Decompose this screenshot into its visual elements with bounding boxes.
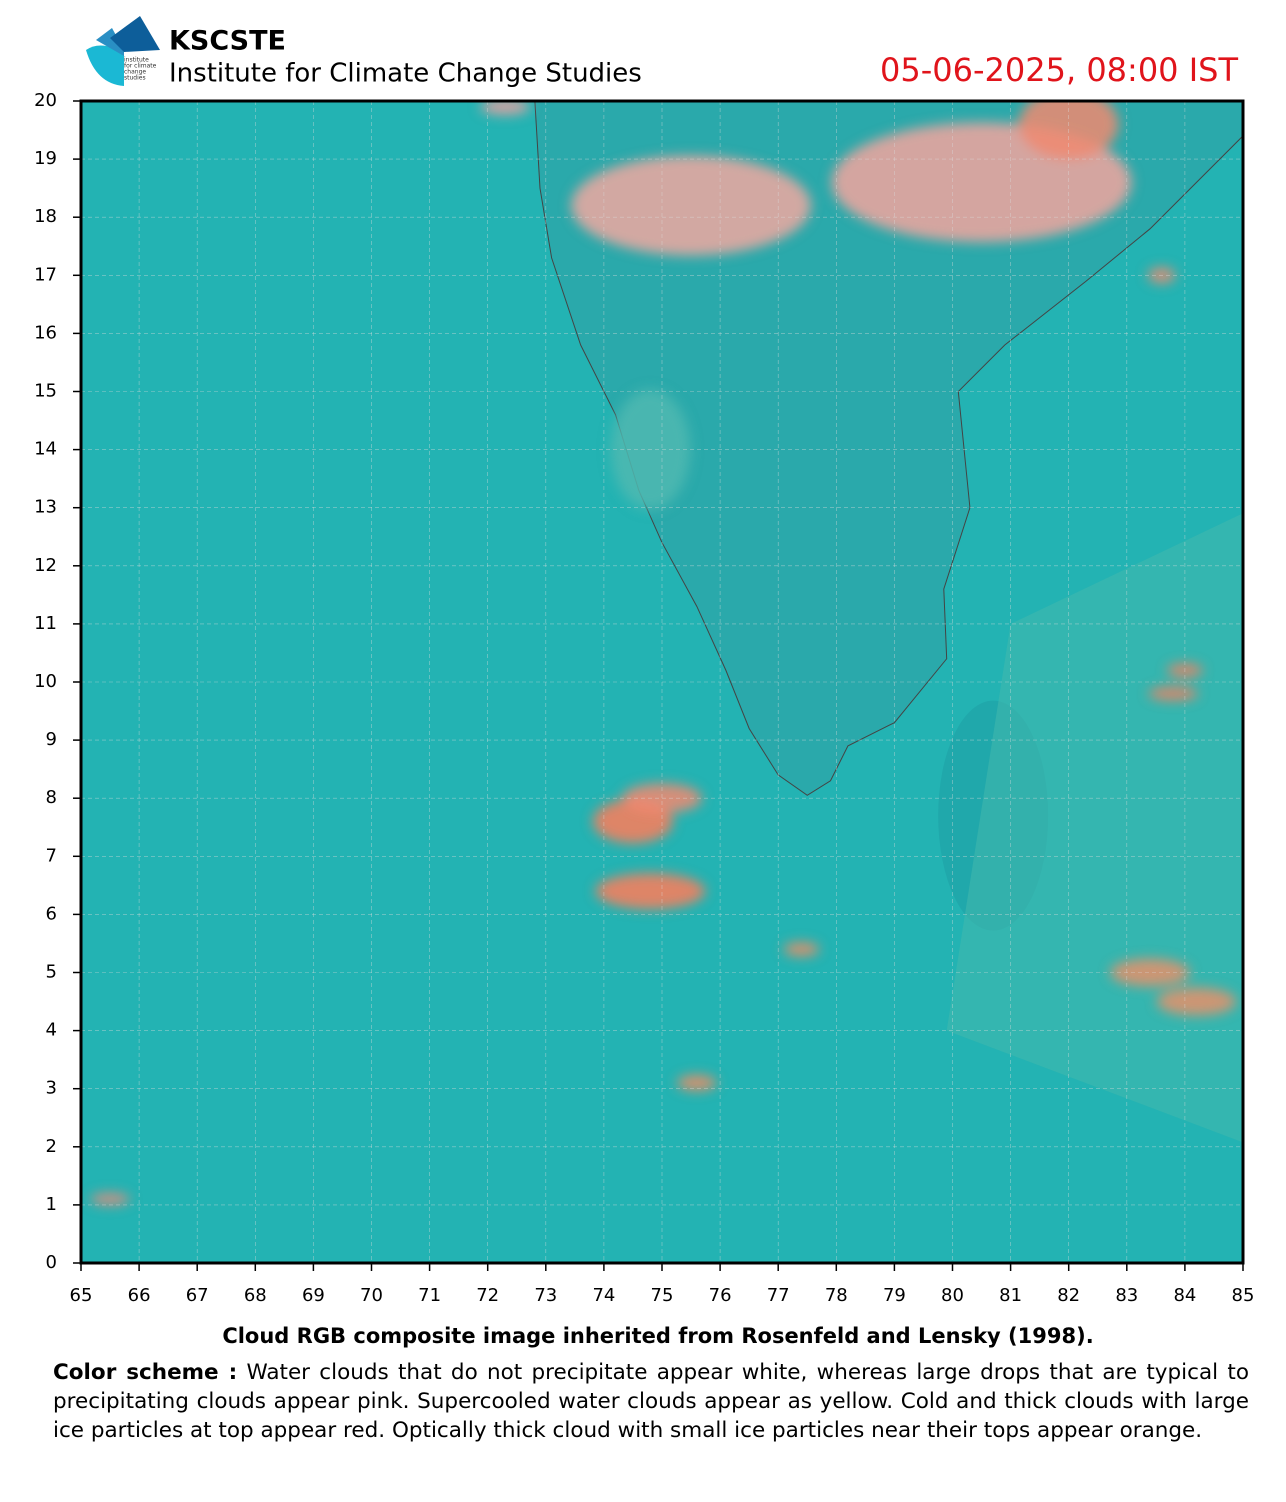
y-tick-label: 9 (46, 729, 57, 750)
x-tick-label: 65 (70, 1285, 93, 1306)
x-tick-label: 71 (418, 1285, 441, 1306)
y-tick-label: 5 (46, 962, 57, 983)
y-tick-label: 19 (34, 148, 57, 169)
cloud (571, 155, 812, 256)
logo-text: change (124, 69, 146, 76)
y-tick-label: 16 (34, 322, 57, 343)
color-scheme: Color scheme : Water clouds that do not … (53, 1358, 1249, 1445)
x-tick-label: 72 (476, 1285, 499, 1306)
y-tick-label: 0 (46, 1252, 57, 1273)
x-tick-label: 80 (941, 1285, 964, 1306)
y-tick-label: 12 (34, 555, 57, 576)
cloud (783, 942, 820, 957)
logo-text: institute (124, 57, 149, 64)
logo-text: for climate (124, 63, 157, 70)
y-tick-label: 1 (46, 1194, 57, 1215)
x-tick-label: 85 (1232, 1285, 1255, 1306)
x-tick-label: 73 (534, 1285, 557, 1306)
x-tick-label: 70 (360, 1285, 383, 1306)
y-tick-label: 2 (46, 1136, 57, 1157)
y-tick-label: 14 (34, 439, 57, 460)
satellite-image (81, 101, 1243, 1263)
cloud (676, 1074, 717, 1091)
x-tick-label: 77 (767, 1285, 790, 1306)
timestamp: 05-06-2025, 08:00 IST (880, 51, 1238, 89)
caption: Cloud RGB composite image inherited from… (222, 1324, 1094, 1348)
x-tick-label: 76 (709, 1285, 732, 1306)
x-tick-label: 84 (1173, 1285, 1196, 1306)
logo (86, 16, 160, 86)
y-tick-label: 10 (34, 671, 57, 692)
x-tick-label: 78 (825, 1285, 848, 1306)
y-tick-label: 18 (34, 206, 57, 227)
y-tick-label: 6 (46, 903, 57, 924)
y-tick-label: 20 (34, 90, 57, 111)
x-tick-label: 67 (186, 1285, 209, 1306)
header-subtitle: Institute for Climate Change Studies (169, 59, 642, 89)
cloud (595, 873, 706, 910)
cloud (1110, 958, 1191, 987)
x-tick-label: 69 (302, 1285, 325, 1306)
x-tick-label: 79 (883, 1285, 906, 1306)
cloud (1156, 987, 1237, 1016)
y-tick-label: 13 (34, 497, 57, 518)
x-tick-label: 66 (128, 1285, 151, 1306)
map-figure: institute for climate change studies KSC… (34, 16, 1255, 1306)
cloud (480, 101, 531, 115)
y-tick-label: 11 (34, 613, 57, 634)
color-scheme-label: Color scheme : (53, 1360, 238, 1385)
x-tick-label: 74 (592, 1285, 615, 1306)
x-tick-label: 75 (651, 1285, 674, 1306)
color-scheme-text: Water clouds that do not precipitate app… (53, 1360, 1249, 1443)
header-title: KSCSTE (169, 26, 286, 57)
cloud (90, 1193, 131, 1206)
y-tick-label: 8 (46, 787, 57, 808)
x-tick-label: 83 (1115, 1285, 1138, 1306)
y-tick-label: 7 (46, 845, 57, 866)
x-tick-label: 82 (1057, 1285, 1080, 1306)
x-tick-label: 81 (999, 1285, 1022, 1306)
y-tick-label: 3 (46, 1078, 57, 1099)
y-tick-label: 15 (34, 381, 57, 402)
logo-text: studies (124, 75, 146, 82)
cloud (1148, 686, 1199, 701)
y-tick-label: 17 (34, 264, 57, 285)
y-tick-label: 4 (46, 1020, 57, 1041)
x-tick-label: 68 (244, 1285, 267, 1306)
